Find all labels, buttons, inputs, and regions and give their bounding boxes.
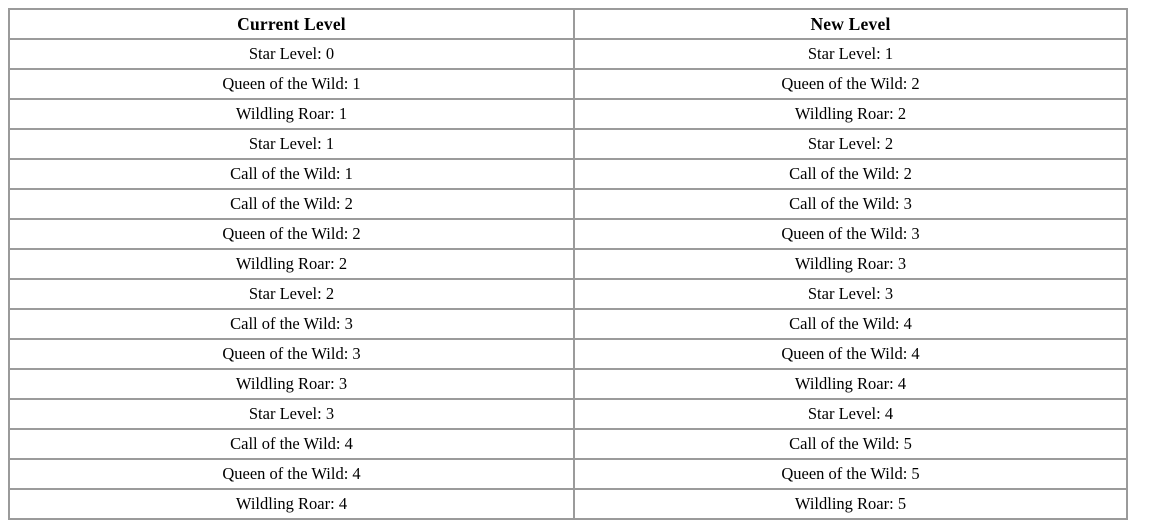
cell-current-level: Call of the Wild: 3 [9,309,574,339]
cell-new-level: Star Level: 3 [574,279,1127,309]
cell-current-level: Queen of the Wild: 1 [9,69,574,99]
table-row: Call of the Wild: 4 Call of the Wild: 5 [9,429,1127,459]
cell-new-level: Wildling Roar: 4 [574,369,1127,399]
column-header-current-level: Current Level [9,9,574,39]
table-row: Wildling Roar: 1 Wildling Roar: 2 [9,99,1127,129]
table-header-row: Current Level New Level [9,9,1127,39]
table-row: Wildling Roar: 4 Wildling Roar: 5 [9,489,1127,519]
cell-current-level: Queen of the Wild: 2 [9,219,574,249]
cell-new-level: Call of the Wild: 4 [574,309,1127,339]
cell-new-level: Queen of the Wild: 3 [574,219,1127,249]
table-row: Call of the Wild: 2 Call of the Wild: 3 [9,189,1127,219]
cell-current-level: Star Level: 0 [9,39,574,69]
cell-current-level: Call of the Wild: 2 [9,189,574,219]
cell-current-level: Wildling Roar: 4 [9,489,574,519]
table-row: Queen of the Wild: 2 Queen of the Wild: 3 [9,219,1127,249]
cell-new-level: Call of the Wild: 2 [574,159,1127,189]
table-row: Call of the Wild: 1 Call of the Wild: 2 [9,159,1127,189]
table-row: Call of the Wild: 3 Call of the Wild: 4 [9,309,1127,339]
cell-current-level: Call of the Wild: 1 [9,159,574,189]
table-row: Wildling Roar: 2 Wildling Roar: 3 [9,249,1127,279]
cell-new-level: Call of the Wild: 5 [574,429,1127,459]
cell-current-level: Wildling Roar: 1 [9,99,574,129]
document-page: Current Level New Level Star Level: 0 Sta… [8,8,1128,520]
level-progression-table: Current Level New Level Star Level: 0 Sta… [8,8,1128,520]
table-row: Star Level: 1 Star Level: 2 [9,129,1127,159]
table-row: Queen of the Wild: 1 Queen of the Wild: 2 [9,69,1127,99]
cell-new-level: Queen of the Wild: 2 [574,69,1127,99]
column-header-new-level: New Level [574,9,1127,39]
cell-new-level: Star Level: 4 [574,399,1127,429]
cell-current-level: Star Level: 2 [9,279,574,309]
cell-current-level: Wildling Roar: 3 [9,369,574,399]
table-row: Star Level: 0 Star Level: 1 [9,39,1127,69]
cell-current-level: Star Level: 3 [9,399,574,429]
table-row: Wildling Roar: 3 Wildling Roar: 4 [9,369,1127,399]
cell-new-level: Queen of the Wild: 5 [574,459,1127,489]
cell-current-level: Queen of the Wild: 3 [9,339,574,369]
table-row: Queen of the Wild: 3 Queen of the Wild: 4 [9,339,1127,369]
cell-new-level: Queen of the Wild: 4 [574,339,1127,369]
cell-current-level: Wildling Roar: 2 [9,249,574,279]
cell-new-level: Wildling Roar: 5 [574,489,1127,519]
table-row: Star Level: 3 Star Level: 4 [9,399,1127,429]
cell-new-level: Wildling Roar: 3 [574,249,1127,279]
cell-current-level: Call of the Wild: 4 [9,429,574,459]
cell-current-level: Star Level: 1 [9,129,574,159]
cell-new-level: Star Level: 1 [574,39,1127,69]
table-body: Star Level: 0 Star Level: 1 Queen of the W… [9,39,1127,519]
table-header: Current Level New Level [9,9,1127,39]
cell-new-level: Call of the Wild: 3 [574,189,1127,219]
table-row: Star Level: 2 Star Level: 3 [9,279,1127,309]
cell-current-level: Queen of the Wild: 4 [9,459,574,489]
cell-new-level: Star Level: 2 [574,129,1127,159]
table-row: Queen of the Wild: 4 Queen of the Wild: 5 [9,459,1127,489]
cell-new-level: Wildling Roar: 2 [574,99,1127,129]
